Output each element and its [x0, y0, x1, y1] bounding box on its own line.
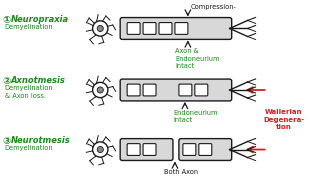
- FancyBboxPatch shape: [143, 84, 156, 96]
- Circle shape: [97, 147, 103, 153]
- Text: Axnotmesis: Axnotmesis: [11, 76, 66, 85]
- FancyBboxPatch shape: [195, 84, 208, 96]
- FancyBboxPatch shape: [175, 22, 188, 34]
- Text: Demyelination: Demyelination: [5, 145, 53, 151]
- Text: Endoneurium
Intact: Endoneurium Intact: [173, 110, 218, 123]
- FancyBboxPatch shape: [120, 139, 173, 160]
- Text: ①: ①: [3, 15, 11, 25]
- FancyBboxPatch shape: [179, 139, 232, 160]
- Circle shape: [92, 21, 108, 36]
- Text: Neuropraxia: Neuropraxia: [11, 15, 69, 24]
- Text: Demyelination
& Axon loss.: Demyelination & Axon loss.: [5, 85, 53, 98]
- FancyBboxPatch shape: [179, 84, 192, 96]
- Text: Axon &
Endoneurium
Intact: Axon & Endoneurium Intact: [175, 48, 220, 69]
- Text: Both Axon: Both Axon: [164, 169, 198, 175]
- Text: Compression-: Compression-: [191, 4, 237, 10]
- FancyBboxPatch shape: [143, 22, 156, 34]
- Circle shape: [97, 87, 103, 93]
- Circle shape: [97, 25, 103, 32]
- Circle shape: [92, 142, 108, 157]
- Circle shape: [92, 82, 108, 98]
- Text: Demyelination: Demyelination: [5, 24, 53, 30]
- FancyBboxPatch shape: [159, 22, 172, 34]
- FancyBboxPatch shape: [127, 22, 140, 34]
- FancyBboxPatch shape: [120, 79, 232, 101]
- Text: Wallerian
Degenera-
tion: Wallerian Degenera- tion: [263, 109, 304, 130]
- FancyBboxPatch shape: [183, 144, 196, 156]
- FancyBboxPatch shape: [199, 144, 212, 156]
- Text: Neurotmesis: Neurotmesis: [11, 136, 70, 145]
- FancyBboxPatch shape: [127, 144, 140, 156]
- Text: ②: ②: [3, 76, 11, 86]
- Text: ③: ③: [3, 136, 11, 146]
- FancyBboxPatch shape: [120, 18, 232, 39]
- FancyBboxPatch shape: [143, 144, 156, 156]
- FancyBboxPatch shape: [127, 84, 140, 96]
